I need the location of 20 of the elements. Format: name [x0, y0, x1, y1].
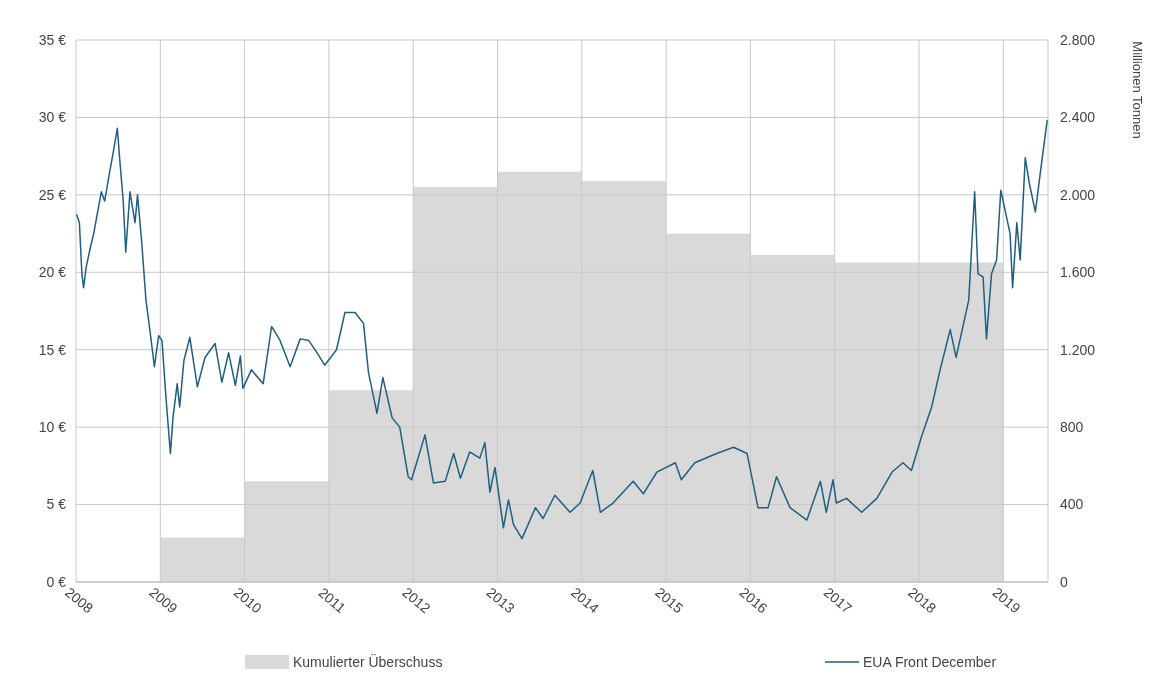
y-tick-label: 35 € — [38, 31, 67, 48]
legend-label: Kumulierter Überschuss — [293, 652, 443, 670]
y-tick-label: 30 € — [38, 109, 67, 126]
legend-label: EUA Front December — [863, 653, 997, 670]
line-series — [76, 119, 1048, 540]
y2-tick-label: 2.400 — [1060, 109, 1096, 126]
y-tick-label: 25 € — [38, 186, 67, 203]
y2-tick-label: 1.200 — [1060, 341, 1096, 358]
y-tick-label: 15 € — [38, 341, 67, 358]
y2-axis-title: Millionen Tonnen — [1130, 41, 1145, 139]
y-tick-label: 5 € — [46, 496, 67, 513]
y-tick-label: 0 € — [46, 573, 67, 590]
y2-tick-label: 400 — [1060, 496, 1084, 513]
y-tick-label: 10 € — [38, 419, 67, 436]
y2-tick-label: 2.000 — [1060, 186, 1096, 203]
y-tick-label: 20 € — [38, 264, 67, 281]
y2-tick-label: 2.800 — [1060, 31, 1096, 48]
y2-tick-label: 1.600 — [1060, 264, 1096, 281]
y2-tick-label: 800 — [1060, 419, 1084, 436]
y2-tick-label: 0 — [1060, 573, 1068, 590]
